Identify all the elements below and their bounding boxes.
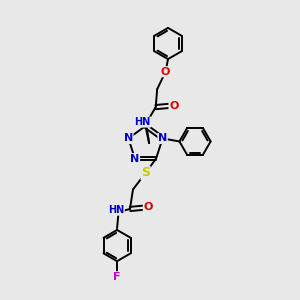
Text: N: N [130,154,140,164]
Text: N: N [158,134,167,143]
Text: N: N [124,134,133,143]
Text: HN: HN [108,205,124,215]
Text: O: O [161,67,170,77]
Text: O: O [143,202,153,212]
Text: HN: HN [134,117,151,127]
Text: S: S [141,167,150,179]
Text: F: F [113,272,121,282]
Text: O: O [169,100,178,111]
